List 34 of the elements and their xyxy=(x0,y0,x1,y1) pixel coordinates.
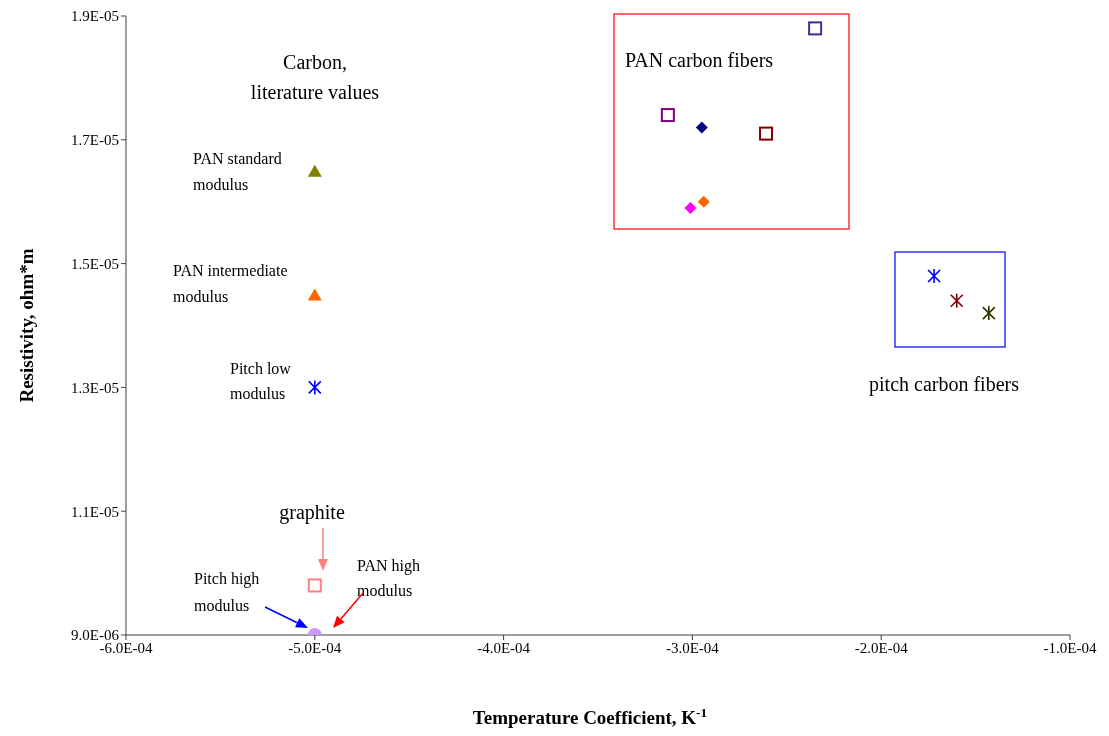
point xyxy=(808,21,823,36)
point xyxy=(697,195,710,208)
x-tick-label: -1.0E-04 xyxy=(1043,639,1097,656)
annotation: Pitch low modulus xyxy=(230,359,292,402)
y-tick-label: 1.7E-05 xyxy=(71,132,119,149)
annotation: PAN carbon fibers xyxy=(625,49,774,71)
point xyxy=(307,164,322,177)
point xyxy=(695,121,708,134)
point xyxy=(660,108,675,123)
point xyxy=(759,126,774,141)
annotation: PAN intermediate modulus xyxy=(173,261,288,305)
x-tick-label: -5.0E-04 xyxy=(288,639,342,656)
annotation: PAN standard modulus xyxy=(193,149,282,193)
y-axis-title: Resistivity, ohm*m xyxy=(15,248,37,403)
annotation: PAN high modulus xyxy=(357,556,420,599)
point xyxy=(982,305,996,321)
point xyxy=(949,292,964,309)
y-tick-label: 1.1E-05 xyxy=(71,503,119,520)
y-tick-label: 1.5E-05 xyxy=(71,255,119,272)
annotation: Pitch high modulus xyxy=(194,569,260,614)
y-tick-label: 1.9E-05 xyxy=(71,8,119,25)
annotation: Carbon, literature values xyxy=(250,51,380,103)
annotation: graphite xyxy=(279,501,345,524)
x-tick-label: -4.0E-04 xyxy=(477,639,531,656)
annotation: pitch carbon fibers xyxy=(869,373,1020,396)
x-tick-label: -3.0E-04 xyxy=(665,639,720,656)
point xyxy=(307,578,322,593)
y-tick-label: 1.3E-05 xyxy=(71,379,119,396)
point xyxy=(927,268,941,284)
x-tick-label: -2.0E-04 xyxy=(854,639,909,656)
point xyxy=(307,288,322,301)
point xyxy=(684,201,697,214)
point xyxy=(308,379,322,396)
x-axis-title: Temperature Coefficient, K$^{-1}$ xyxy=(472,704,708,728)
